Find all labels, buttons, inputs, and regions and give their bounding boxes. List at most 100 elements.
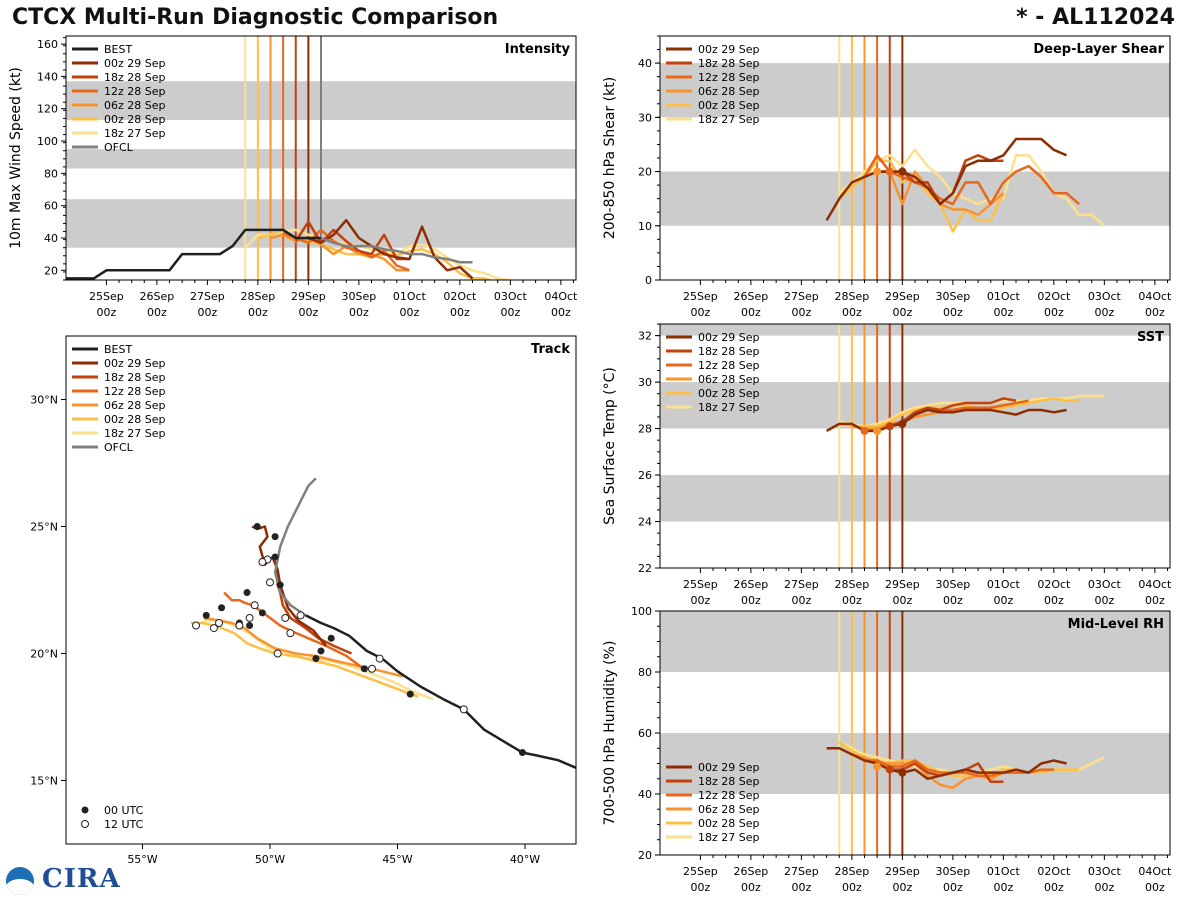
track-point-00utc (317, 647, 325, 655)
init-marker (898, 419, 907, 428)
cira-logo-text: CIRA (42, 864, 121, 894)
x-tick-label-date: 30Sep (342, 290, 377, 303)
x-tick-label-date: 29Sep (885, 578, 920, 591)
x-tick-label-hour: 00z (1044, 306, 1064, 319)
series-line-ofcl (320, 236, 473, 264)
band-2 (660, 324, 1170, 336)
legend-label: 00z 28 Sep (104, 113, 166, 126)
legend-label: 06z 28 Sep (698, 85, 760, 98)
legend-label: 18z 28 Sep (104, 71, 166, 84)
init-marker (898, 167, 907, 176)
legend-label: 00z 29 Sep (698, 331, 760, 344)
init-marker (860, 426, 869, 435)
page-title: CTCX Multi-Run Diagnostic Comparison (12, 5, 499, 30)
legend-label: BEST (104, 43, 132, 56)
x-tick-label-hour: 00z (349, 306, 369, 319)
x-tick-label-hour: 00z (1044, 881, 1064, 894)
rh-y-axis-label: 700-500 hPa Humidity (%) (602, 641, 618, 826)
x-tick-label-date: 30Sep (936, 865, 971, 878)
x-tick-label-date: 25Sep (89, 290, 124, 303)
track-point-00utc (312, 655, 320, 663)
x-tick-label-date: 03Oct (1088, 290, 1122, 303)
sst-panel-title: SST (1137, 330, 1164, 345)
init-marker (873, 167, 882, 176)
x-tick-label-hour: 00z (993, 594, 1013, 607)
y-tick-label: 100 (37, 135, 58, 148)
sst-chart: 22 24 26 28 30 32 25Sep 00z 26Sep 00z 27Sep 00z 28Se… (602, 323, 1172, 607)
series-line-best (66, 228, 321, 280)
x-tick-label-hour: 00z (197, 306, 217, 319)
x-tick-label-hour: 00z (147, 306, 167, 319)
y-tick-label: 40 (44, 232, 58, 245)
x-tick-label-date: 25Sep (683, 578, 718, 591)
x-tick-label-hour: 00z (892, 306, 912, 319)
x-tick-label: 50°W (255, 853, 285, 866)
y-tick-label: 60 (44, 200, 58, 213)
band-0 (660, 171, 1170, 226)
legend-label: 00z 29 Sep (698, 761, 760, 774)
track-panel-title: Track (531, 342, 570, 357)
track-point-00utc (360, 665, 368, 673)
legend-label: 18z 27 Sep (698, 113, 760, 126)
legend-label: 00z 28 Sep (698, 99, 760, 112)
track-point-00utc (218, 604, 226, 612)
track-point-00utc (518, 749, 526, 757)
y-tick-label: 15°N (30, 775, 58, 788)
x-tick-label-hour: 00z (1145, 306, 1165, 319)
track-point-12utc (375, 654, 384, 663)
x-tick-label-date: 03Oct (1088, 865, 1122, 878)
x-tick-label-date: 27Sep (784, 578, 819, 591)
band-1 (660, 382, 1170, 429)
legend-label: 00z 28 Sep (698, 387, 760, 400)
y-tick-label: 26 (638, 469, 652, 482)
init-marker (885, 422, 894, 431)
x-tick-label-date: 02Oct (1037, 578, 1071, 591)
legend-label: 18z 28 Sep (698, 57, 760, 70)
track-point-00utc (276, 581, 284, 589)
y-tick-label: 30°N (30, 394, 58, 407)
track-point-12utc (215, 619, 223, 628)
x-tick-label-hour: 00z (892, 594, 912, 607)
series-line-18z-27-sep (838, 148, 1106, 227)
x-tick-label-hour: 00z (691, 594, 711, 607)
legend-label: 18z 27 Sep (698, 831, 760, 844)
x-tick-label-hour: 00z (791, 594, 811, 607)
y-tick-label: 30 (638, 376, 652, 389)
series-line-00z-29-sep (826, 747, 1067, 781)
track-point-00utc (271, 553, 279, 561)
noaa-logo-icon (6, 867, 34, 895)
legend-label: 00z 28 Sep (698, 817, 760, 830)
track-point-12utc (250, 601, 259, 610)
x-tick-label-date: 30Sep (936, 290, 971, 303)
y-tick-label: 80 (638, 666, 652, 679)
intensity-y-axis-label: 10m Max Wind Speed (kt) (8, 67, 24, 249)
x-tick-label-hour: 00z (741, 594, 761, 607)
rh-panel-title: Mid-Level RH (1068, 617, 1164, 632)
track-point-12utc (192, 621, 201, 630)
series-line-06z-28-sep (270, 233, 410, 272)
x-tick-label-date: 29Sep (885, 865, 920, 878)
y-tick-label: 20°N (30, 648, 58, 661)
legend-label: 18z 27 Sep (104, 127, 166, 140)
series-line-00z-28-sep (190, 621, 419, 698)
band-0 (660, 475, 1170, 522)
shear-y-axis-label: 200-850 hPa Shear (kt) (602, 77, 618, 239)
track-point-00utc (271, 533, 279, 541)
x-tick-label-hour: 00z (1145, 881, 1165, 894)
track-point-12utc (235, 621, 244, 630)
x-tick-label-hour: 00z (842, 594, 862, 607)
x-tick-label-date: 01Oct (987, 290, 1021, 303)
series-line-12z-28-sep (864, 759, 1054, 777)
storm-id: * - AL112024 (1016, 5, 1175, 30)
track-point-00utc (258, 609, 266, 617)
legend-label: 18z 28 Sep (698, 345, 760, 358)
legend-label: 06z 28 Sep (698, 373, 760, 386)
x-tick-label-date: 29Sep (291, 290, 326, 303)
x-tick-label-hour: 00z (993, 881, 1013, 894)
x-tick-label-date: 27Sep (784, 290, 819, 303)
marker-legend-label: 00 UTC (104, 804, 144, 817)
track-point-00utc (406, 690, 414, 698)
marker-legend-label: 12 UTC (104, 818, 144, 831)
x-tick-label-hour: 00z (842, 306, 862, 319)
